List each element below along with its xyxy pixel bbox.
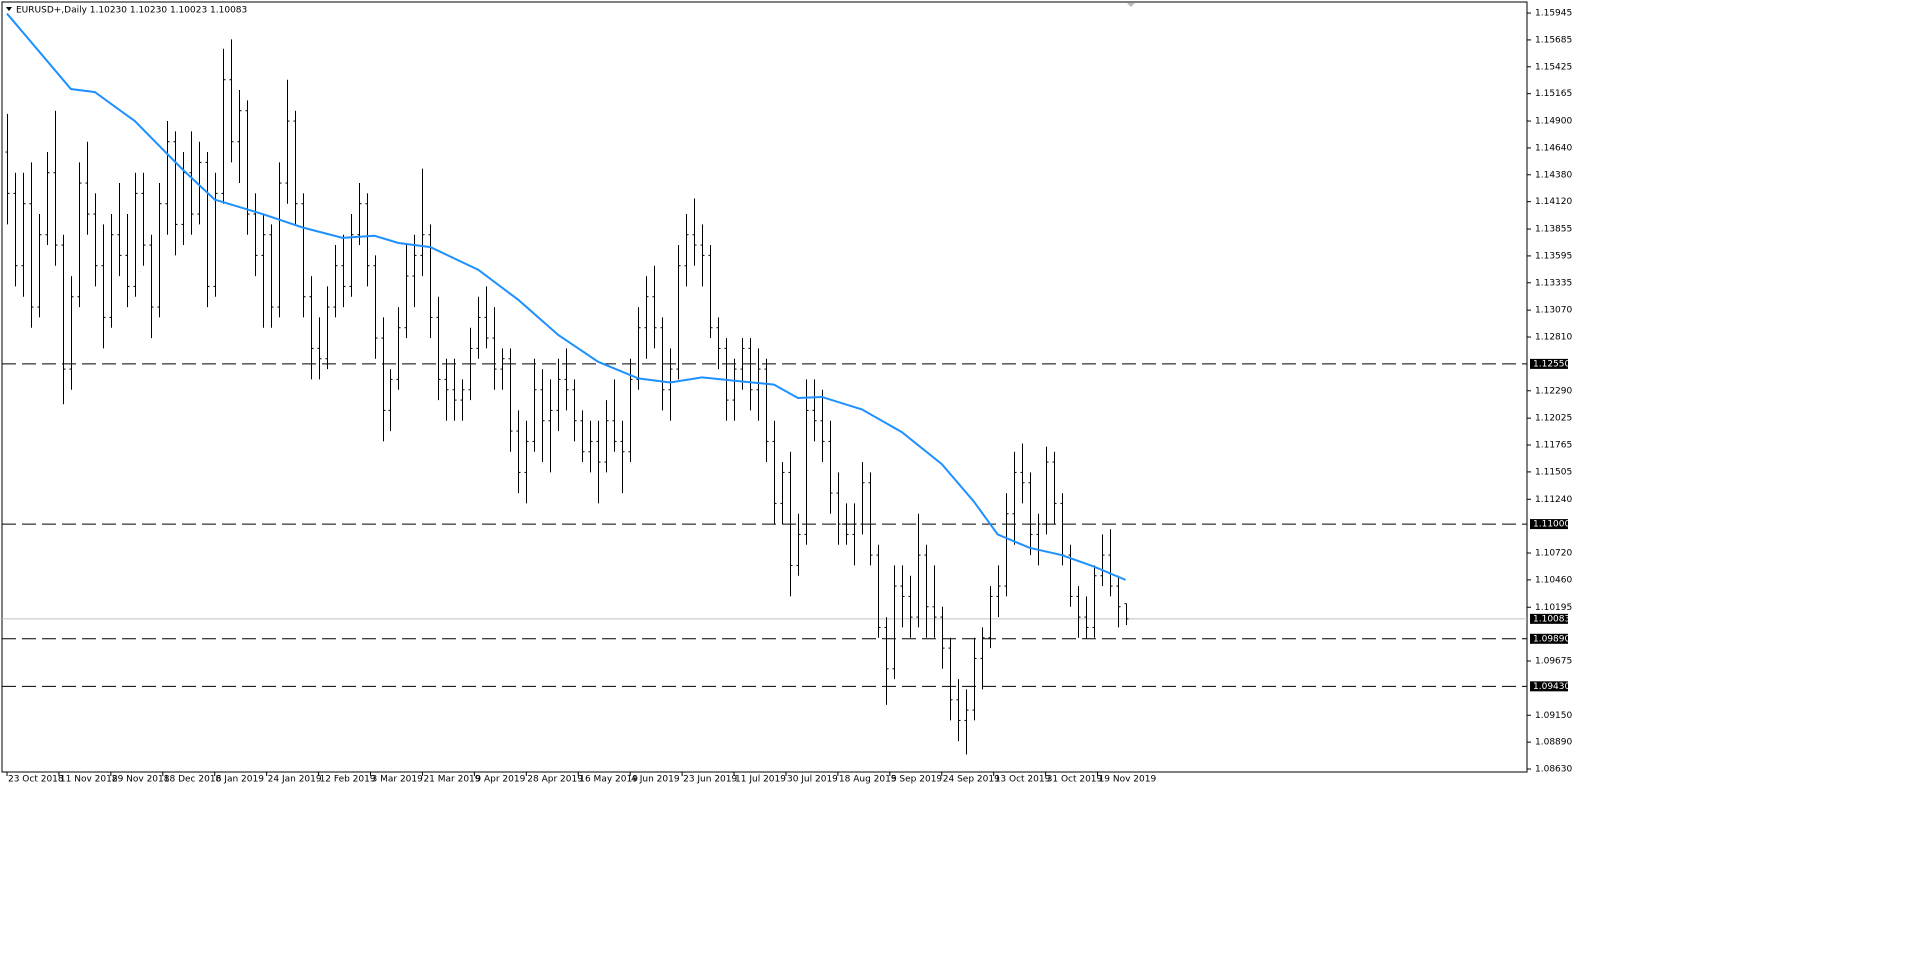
y-tick-label: 1.13595 <box>1535 251 1572 261</box>
level-label: 1.09430 <box>1533 682 1570 692</box>
level-label-box <box>1530 358 1568 369</box>
menu-triangle[interactable] <box>6 7 12 11</box>
x-tick-label: 30 Jul 2019 <box>787 775 838 785</box>
x-tick-label: 4 Jun 2019 <box>631 775 680 785</box>
level-label-box <box>1530 519 1568 530</box>
y-tick-label: 1.15165 <box>1535 89 1572 99</box>
x-tick-label: 24 Jan 2019 <box>268 775 322 785</box>
x-tick-label: 18 Dec 2018 <box>164 775 222 785</box>
x-tick-label: 11 Jul 2019 <box>735 775 786 785</box>
y-tick-label: 1.13335 <box>1535 278 1572 288</box>
y-tick-label: 1.12025 <box>1535 414 1572 424</box>
x-tick-label: 31 Oct 2019 <box>1047 775 1103 785</box>
y-tick-label: 1.15425 <box>1535 62 1572 72</box>
x-tick-label: 21 Mar 2019 <box>423 775 480 785</box>
level-label: 1.11000 <box>1533 520 1570 530</box>
x-tick-label: 3 Mar 2019 <box>372 775 424 785</box>
y-tick-label: 1.12810 <box>1535 333 1572 343</box>
moving-average <box>6 12 1126 581</box>
x-tick-label: 23 Jun 2019 <box>683 775 737 785</box>
x-tick-label: 12 Feb 2019 <box>320 775 376 785</box>
x-tick-label: 18 Aug 2019 <box>839 775 897 785</box>
y-tick-label: 1.10460 <box>1535 575 1572 585</box>
shift-marker[interactable] <box>1127 3 1135 7</box>
y-tick-label: 1.11505 <box>1535 467 1572 477</box>
y-tick-label: 1.08890 <box>1535 738 1572 748</box>
x-tick-label: 23 Oct 2018 <box>8 775 64 785</box>
level-label-box <box>1530 681 1568 692</box>
y-tick-label: 1.11765 <box>1535 441 1572 451</box>
current-price-box <box>1530 613 1568 624</box>
y-tick-label: 1.10720 <box>1535 549 1572 559</box>
x-tick-label: 24 Sep 2019 <box>943 775 1000 785</box>
y-tick-label: 1.11240 <box>1535 495 1572 505</box>
y-tick-label: 1.14120 <box>1535 197 1572 207</box>
level-label-box <box>1530 633 1568 644</box>
y-tick-label: 1.13855 <box>1535 225 1572 235</box>
y-tick-label: 1.14380 <box>1535 170 1572 180</box>
y-tick-label: 1.14900 <box>1535 117 1572 127</box>
y-tick-label: 1.13070 <box>1535 306 1572 316</box>
y-tick-label: 1.09150 <box>1535 711 1572 721</box>
current-price-label: 1.10083 <box>1533 614 1570 624</box>
level-label: 1.09890 <box>1533 634 1570 644</box>
x-tick-label: 5 Sep 2019 <box>891 775 943 785</box>
plot-frame <box>1 1 1528 773</box>
x-tick-label: 16 May 2019 <box>579 775 638 785</box>
y-tick-label: 1.15685 <box>1535 35 1572 45</box>
x-tick-label: 6 Jan 2019 <box>216 775 264 785</box>
x-tick-label: 29 Nov 2018 <box>112 775 170 785</box>
y-tick-label: 1.10195 <box>1535 603 1572 613</box>
y-tick-label: 1.14640 <box>1535 143 1572 153</box>
y-tick-label: 1.09675 <box>1535 657 1572 667</box>
x-tick-label: 28 Apr 2019 <box>527 775 583 785</box>
y-tick-label: 1.15945 <box>1535 9 1572 19</box>
x-tick-label: 19 Nov 2019 <box>1099 775 1157 785</box>
x-tick-label: 11 Nov 2018 <box>60 775 118 785</box>
y-tick-label: 1.08630 <box>1535 765 1572 775</box>
x-tick-label: 9 Apr 2019 <box>475 775 525 785</box>
level-label: 1.12550 <box>1533 359 1570 369</box>
chart-title: EURUSD+,Daily 1.10230 1.10230 1.10023 1.… <box>16 6 247 16</box>
x-tick-label: 13 Oct 2019 <box>995 775 1051 785</box>
y-tick-label: 1.12290 <box>1535 386 1572 396</box>
